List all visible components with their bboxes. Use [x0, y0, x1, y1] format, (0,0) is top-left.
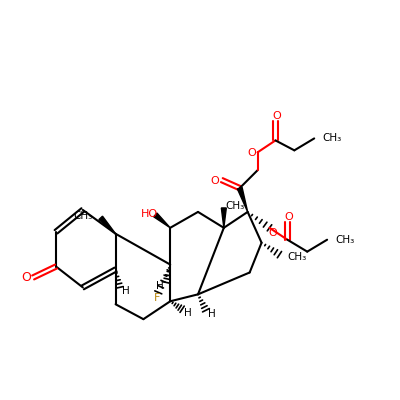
Text: O: O [210, 176, 219, 186]
Text: CH₃: CH₃ [322, 134, 342, 144]
Text: H: H [156, 281, 164, 291]
Polygon shape [99, 216, 116, 234]
Polygon shape [154, 213, 170, 228]
Text: O: O [247, 148, 256, 158]
Text: CH₃: CH₃ [335, 235, 355, 245]
Text: O: O [21, 271, 31, 284]
Text: H: H [122, 286, 129, 296]
Text: H: H [184, 308, 192, 318]
Text: F: F [154, 293, 160, 303]
Text: H: H [208, 309, 216, 319]
Text: O: O [284, 212, 293, 222]
Text: CH₃: CH₃ [226, 201, 245, 211]
Text: O: O [268, 228, 277, 238]
Text: HO: HO [141, 209, 158, 219]
Text: CH₃: CH₃ [288, 252, 307, 262]
Text: O: O [272, 110, 281, 120]
Text: CH₃: CH₃ [74, 211, 93, 221]
Polygon shape [221, 208, 226, 228]
Polygon shape [237, 187, 248, 212]
